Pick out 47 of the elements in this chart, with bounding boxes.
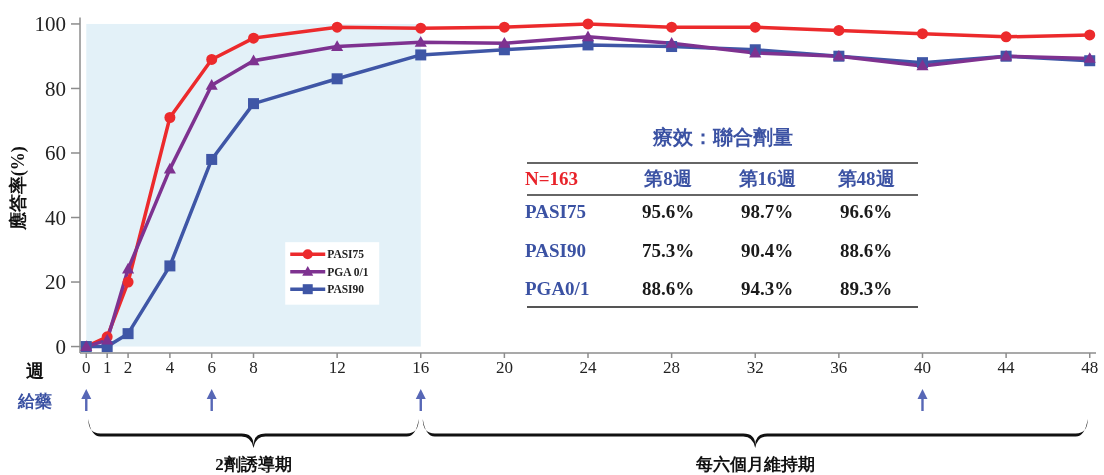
text: 療效：聯合劑量: [651, 126, 793, 148]
annotation: 89.3%: [839, 278, 893, 299]
x-tick-label: 28: [663, 358, 681, 378]
y-tick-label: 0: [55, 335, 66, 359]
x-tick-label: 6: [207, 358, 216, 378]
x-tick-label: 44: [997, 358, 1016, 378]
annotation: PASI75: [525, 201, 586, 222]
y-tick-label: 80: [45, 76, 66, 101]
text: 2劑誘導期: [215, 455, 292, 474]
text: 每六個月維持期: [694, 455, 815, 474]
annotation: N=163: [525, 168, 579, 189]
annotation: 96.6%: [839, 201, 893, 222]
annotation: 第48週: [836, 168, 895, 189]
annotation: 88.6%: [839, 239, 893, 261]
y-axis-title: 應答率(%): [8, 146, 29, 232]
y-tick-label: 20: [45, 270, 66, 295]
x-tick-label: 2: [123, 358, 133, 378]
x-tick-label: 20: [495, 358, 513, 378]
y-tick-label: 100: [34, 12, 66, 37]
x-tick-label: 40: [913, 358, 931, 378]
legend-label: PASI90: [327, 283, 365, 296]
x-tick-label: 36: [830, 358, 848, 378]
x-tick-label: 16: [412, 358, 430, 378]
x-tick-label: 1: [102, 358, 112, 378]
annotation: PGA0/1: [525, 278, 590, 299]
legend-label: PASI75: [327, 248, 365, 261]
x-tick-label: 24: [579, 358, 597, 378]
y-tick-label: 40: [45, 205, 66, 230]
annotation: 第16週: [737, 168, 796, 189]
x-tick-label: 12: [328, 358, 346, 378]
y-tick-label: 60: [45, 141, 66, 166]
annotation: 88.6%: [641, 278, 695, 299]
x-tick-label: 8: [249, 358, 258, 378]
legend-label: PGA 0/1: [327, 265, 369, 278]
x-tick-label: 32: [746, 358, 764, 378]
x-axis-title: 週: [25, 361, 44, 381]
x-tick-label: 48: [1081, 358, 1099, 378]
annotation: 95.6%: [641, 201, 695, 222]
x-tick-label: 4: [165, 358, 175, 378]
annotation: 98.7%: [740, 201, 794, 222]
x-tick-label: 0: [82, 358, 91, 378]
text: 給藥: [17, 392, 52, 411]
annotation: 90.4%: [740, 239, 794, 261]
annotation: 75.3%: [641, 239, 695, 261]
annotation: PASI90: [525, 239, 586, 261]
annotation: 第8週: [643, 168, 692, 189]
annotation: 94.3%: [740, 278, 794, 299]
